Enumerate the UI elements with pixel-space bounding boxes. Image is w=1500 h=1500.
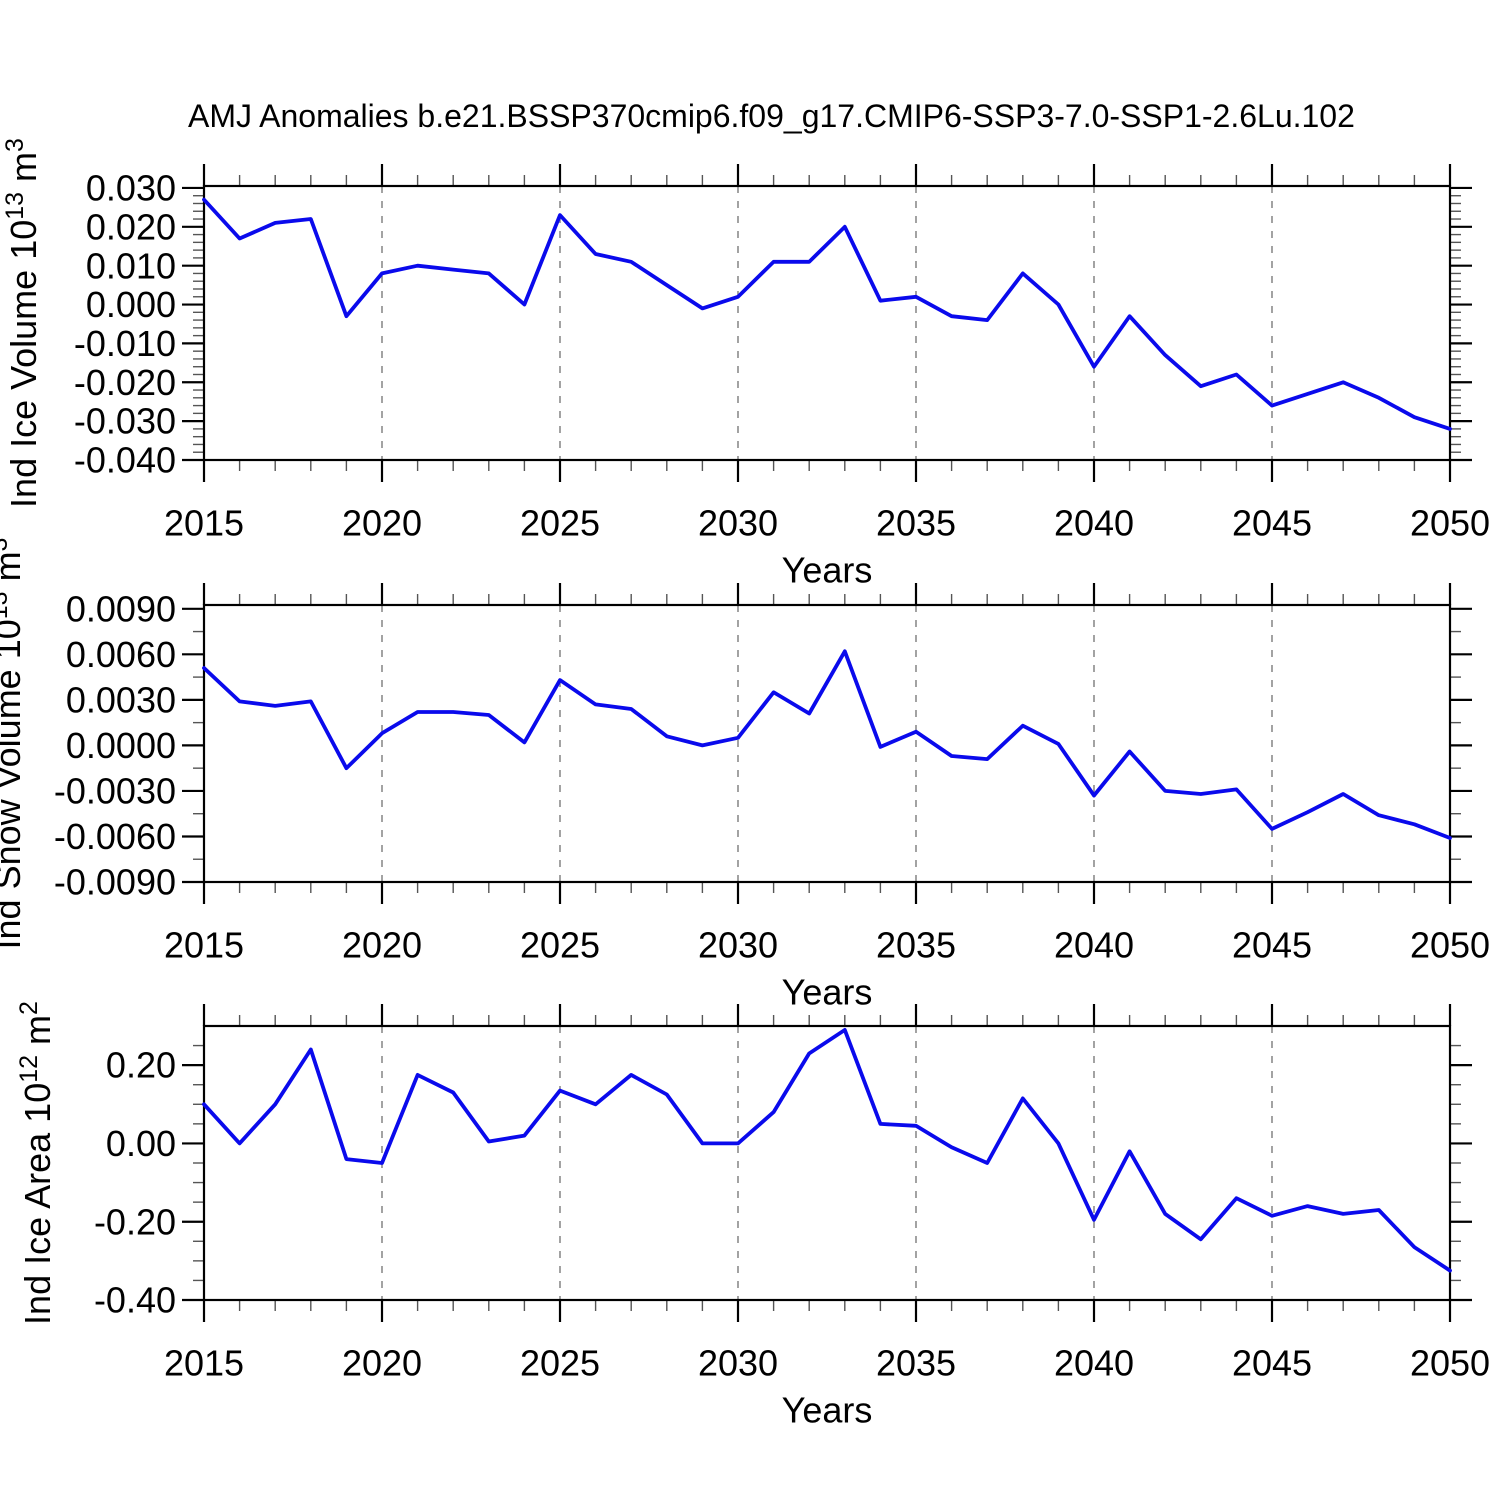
- y-tick-label: 0.010: [86, 245, 176, 286]
- x-tick-label: 2030: [698, 1343, 778, 1384]
- x-tick-labels: 2015 2020 2025 2030 2035 2040 2045 2050: [164, 1343, 1490, 1384]
- x-tick-label: 2050: [1410, 503, 1490, 544]
- y-tick-label: -0.0090: [54, 862, 176, 903]
- x-tick-label: 2040: [1054, 925, 1134, 966]
- y-tick-label: -0.0060: [54, 816, 176, 857]
- y-tick-label: 0.20: [106, 1045, 176, 1086]
- y-tick-label: 0.0090: [66, 588, 176, 629]
- y-tick-label: 0.000: [86, 284, 176, 325]
- plot-frame: [202, 1024, 1452, 1302]
- x-tick-label: 2025: [520, 1343, 600, 1384]
- x-tick-label: 2025: [520, 503, 600, 544]
- figure-title: AMJ Anomalies b.e21.BSSP370cmip6.f09_g17…: [188, 98, 1355, 134]
- x-tick-label: 2035: [876, 1343, 956, 1384]
- x-ticks: [202, 1004, 1452, 1322]
- x-tick-label: 2020: [342, 925, 422, 966]
- x-ticks: [202, 164, 1452, 482]
- plot-ice-volume: 0.0300.0200.0100.000-0.010-0.020-0.030-0…: [1, 138, 1490, 591]
- x-tick-label: 2015: [164, 503, 244, 544]
- gridlines: [381, 186, 1273, 460]
- plot-frame: [202, 603, 1452, 884]
- x-tick-label: 2020: [342, 503, 422, 544]
- x-tick-label: 2025: [520, 925, 600, 966]
- gridlines: [381, 1026, 1273, 1300]
- y-axis-title: Ind Ice Area 1012 m2: [15, 1001, 58, 1325]
- y-tick-label: -0.040: [74, 440, 176, 481]
- y-axis-title: Ind Snow Volume 1013 m3: [0, 538, 28, 950]
- x-tick-labels: 2015 2020 2025 2030 2035 2040 2045 2050: [164, 925, 1490, 966]
- ice-area-series-line: [202, 1028, 1452, 1273]
- x-tick-label: 2035: [876, 925, 956, 966]
- plot-frame: [202, 184, 1452, 462]
- x-tick-label: 2045: [1232, 503, 1312, 544]
- y-tick-label: 0.020: [86, 206, 176, 247]
- y-tick-label: 0.0030: [66, 679, 176, 720]
- x-axis-title: Years: [782, 1390, 873, 1431]
- x-axis-title: Years: [782, 550, 873, 591]
- y-ticks: 0.0300.0200.0100.000-0.010-0.020-0.030-0…: [74, 168, 1472, 481]
- x-tick-label: 2040: [1054, 1343, 1134, 1384]
- y-axis-title: Ind Ice Volume 1013 m3: [1, 138, 44, 508]
- y-tick-label: -0.20: [94, 1201, 176, 1242]
- x-tick-label: 2045: [1232, 925, 1312, 966]
- y-tick-label: -0.40: [94, 1280, 176, 1321]
- x-ticks: [202, 583, 1452, 904]
- gridlines: [381, 605, 1273, 882]
- ice-volume-series-line: [202, 197, 1452, 431]
- x-tick-label: 2030: [698, 503, 778, 544]
- y-tick-label: 0.0000: [66, 725, 176, 766]
- y-tick-label: 0.030: [86, 168, 176, 209]
- y-ticks: 0.20 0.00 -0.20 -0.40: [94, 1045, 1472, 1321]
- y-tick-label: -0.0030: [54, 771, 176, 812]
- x-tick-label: 2035: [876, 503, 956, 544]
- x-tick-label: 2015: [164, 925, 244, 966]
- x-tick-label: 2020: [342, 1343, 422, 1384]
- y-tick-label: -0.030: [74, 401, 176, 442]
- y-tick-label: 0.0060: [66, 634, 176, 675]
- x-axis-title: Years: [782, 972, 873, 1013]
- y-tick-label: 0.00: [106, 1123, 176, 1164]
- x-tick-label: 2045: [1232, 1343, 1312, 1384]
- snow-volume-series-line: [202, 649, 1452, 840]
- x-tick-label: 2015: [164, 1343, 244, 1384]
- x-tick-label: 2040: [1054, 503, 1134, 544]
- x-tick-label: 2050: [1410, 1343, 1490, 1384]
- y-tick-label: -0.010: [74, 323, 176, 364]
- y-tick-label: -0.020: [74, 362, 176, 403]
- x-tick-label: 2030: [698, 925, 778, 966]
- x-tick-labels: 2015 2020 2025 2030 2035 2040 2045 2050: [164, 503, 1490, 544]
- x-tick-label: 2050: [1410, 925, 1490, 966]
